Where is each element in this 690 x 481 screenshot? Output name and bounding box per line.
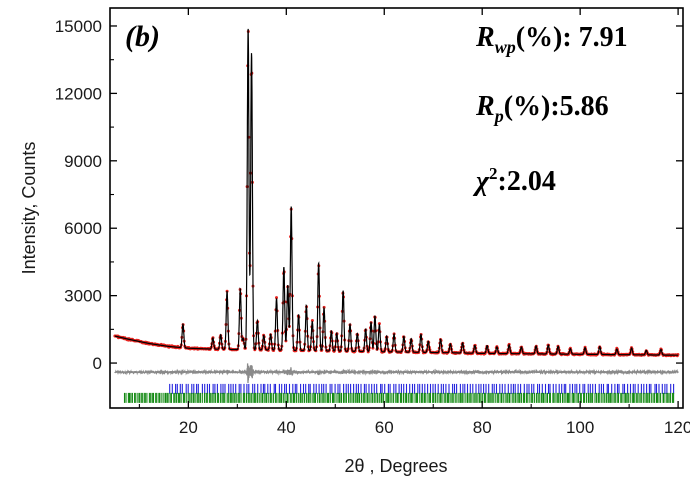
observed-point — [275, 296, 278, 300]
x-tick-label: 60 — [375, 418, 394, 437]
phase1-reflections — [169, 383, 675, 394]
calculated-curve — [114, 28, 679, 356]
chi2-value: :2.04 — [498, 166, 556, 197]
rwp-value: (%): 7.91 — [516, 22, 628, 53]
plot-data-layer — [113, 28, 680, 403]
rp-subscript: p — [493, 106, 504, 126]
x-tick-label: 40 — [277, 418, 296, 437]
chi2-symbol: χ — [472, 166, 490, 197]
rwp-subscript: wp — [495, 37, 516, 57]
y-tick-label: 6000 — [64, 219, 102, 238]
x-tick-label: 120 — [664, 418, 690, 437]
chi2-superscript: 2 — [489, 164, 498, 183]
axes-layer: 0 3000 6000 9000 12000 15000 20 40 60 80 100 120 — [55, 8, 690, 437]
panel-label: (b) — [125, 20, 160, 53]
y-tick-label: 9000 — [64, 152, 102, 171]
y-axis-title: Intensity, Counts — [19, 142, 39, 275]
plot-frame — [109, 7, 684, 409]
y-tick-label: 12000 — [55, 84, 102, 103]
x-tick-label: 100 — [566, 418, 594, 437]
phase2-reflections — [123, 392, 675, 403]
y-tick-label: 15000 — [55, 17, 102, 36]
y-tick-label: 0 — [93, 354, 102, 373]
rp-annotation: Rp(%):5.86 — [475, 91, 609, 126]
difference-curve — [114, 363, 679, 384]
rp-symbol: R — [475, 91, 495, 122]
rwp-annotation: Rwp(%): 7.91 — [475, 22, 628, 57]
chi2-annotation: χ2:2.04 — [472, 164, 556, 197]
rp-value: (%):5.86 — [504, 91, 609, 122]
x-tick-label: 20 — [179, 418, 198, 437]
observed-series — [113, 30, 680, 358]
y-tick-label: 3000 — [64, 287, 102, 306]
x-axis-title: 2θ , Degrees — [344, 456, 447, 476]
x-tick-label: 80 — [473, 418, 492, 437]
rwp-symbol: R — [475, 22, 495, 53]
